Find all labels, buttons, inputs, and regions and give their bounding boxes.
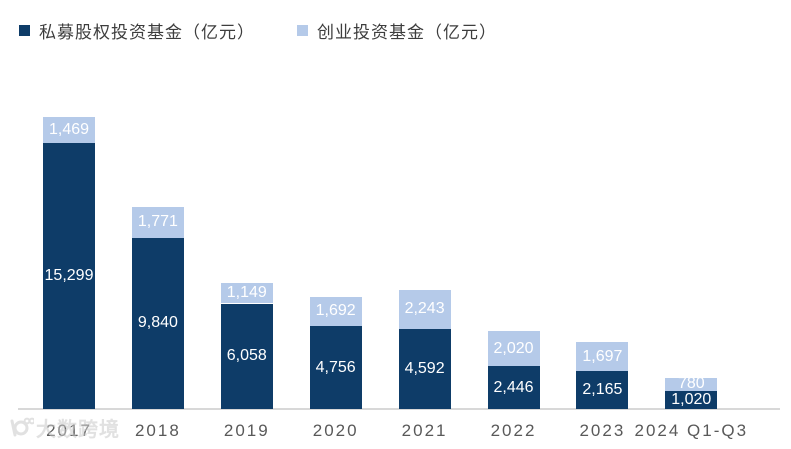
bar-value-label: 1,692 bbox=[315, 302, 356, 320]
legend: 私募股权投资基金（亿元） 创业投资基金（亿元） bbox=[19, 18, 497, 43]
bar-value-label: 2,243 bbox=[404, 300, 445, 318]
bar-value-label: 4,592 bbox=[404, 360, 445, 377]
bar-segment-pe: 6,058 bbox=[220, 303, 273, 409]
bar-segment-vc: 2,020 bbox=[487, 331, 540, 367]
bar-value-label: 1,469 bbox=[48, 120, 90, 138]
legend-label-pe: 私募股权投资基金（亿元） bbox=[39, 23, 255, 42]
bar-segment-pe: 15,299 bbox=[43, 142, 95, 409]
x-axis-label: 2021 bbox=[401, 421, 448, 440]
legend-item-vc: 创业投资基金（亿元） bbox=[297, 18, 497, 43]
bar-segment-vc: 780 bbox=[665, 375, 718, 393]
pe-series-swatch-icon bbox=[19, 25, 30, 36]
bar-segment-vc: 1,771 bbox=[131, 206, 184, 238]
bar-segment-pe: 1,020 bbox=[665, 391, 718, 409]
x-axis-label: 2022 bbox=[490, 421, 537, 440]
bar-value-label: 2,020 bbox=[493, 339, 534, 357]
bar-value-label: 1,697 bbox=[582, 347, 623, 365]
bar-value-label: 6,058 bbox=[226, 347, 267, 365]
legend-item-pe: 私募股权投资基金（亿元） bbox=[19, 18, 255, 43]
bar-segment-vc: 1,149 bbox=[220, 283, 273, 304]
bar-segment-vc: 2,243 bbox=[398, 289, 451, 330]
x-axis-label: 2018 bbox=[134, 421, 181, 440]
bar-value-label: 9,840 bbox=[137, 314, 178, 332]
bar-segment-vc: 1,692 bbox=[309, 296, 362, 327]
x-axis-label: 2023 bbox=[579, 421, 626, 440]
x-axis-label: 2024 Q1-Q3 bbox=[634, 421, 749, 440]
x-axis-label: 2017 bbox=[46, 421, 92, 440]
bar-value-label: 1,020 bbox=[671, 391, 712, 409]
bar-value-label: 780 bbox=[677, 375, 705, 393]
x-axis-label: 2020 bbox=[312, 421, 359, 440]
bar-segment-pe: 4,756 bbox=[309, 326, 362, 409]
bar-segment-pe: 9,840 bbox=[131, 237, 184, 409]
x-axis-line bbox=[18, 408, 780, 410]
bar-segment-vc: 1,469 bbox=[43, 117, 95, 143]
bar-value-label: 2,165 bbox=[582, 381, 623, 399]
bar-segment-pe: 2,446 bbox=[487, 366, 540, 409]
bar-segment-pe: 2,165 bbox=[576, 371, 629, 409]
bar-value-label: 2,446 bbox=[493, 378, 534, 396]
bar-value-label: 4,756 bbox=[315, 358, 356, 376]
bar-value-label: 1,771 bbox=[137, 213, 178, 231]
bar-value-label: 1,149 bbox=[226, 284, 267, 302]
bar-segment-vc: 1,697 bbox=[576, 341, 629, 372]
x-axis-label: 2019 bbox=[223, 421, 270, 440]
vc-series-swatch-icon bbox=[297, 25, 308, 36]
bar-segment-pe: 4,592 bbox=[398, 329, 451, 409]
legend-label-vc: 创业投资基金（亿元） bbox=[317, 23, 497, 42]
bar-value-label: 15,299 bbox=[44, 266, 94, 284]
